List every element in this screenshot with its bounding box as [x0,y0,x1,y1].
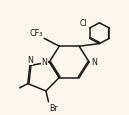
Text: Br: Br [49,103,58,112]
Text: N: N [27,56,33,65]
Text: CF₃: CF₃ [29,29,43,38]
Text: Cl: Cl [80,18,88,27]
Text: N: N [42,58,48,67]
Text: N: N [91,58,97,67]
